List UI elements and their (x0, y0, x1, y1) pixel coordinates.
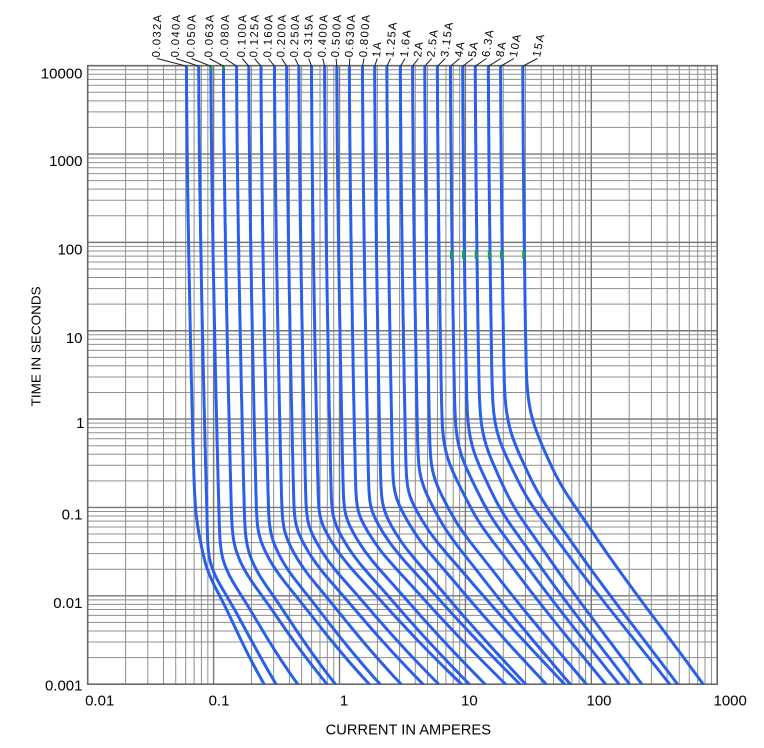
svg-text:0.001: 0.001 (45, 678, 83, 695)
svg-text:1000: 1000 (714, 693, 747, 710)
svg-text:10: 10 (66, 330, 83, 347)
svg-text:8A: 8A (495, 40, 510, 58)
svg-text:0.500A: 0.500A (330, 13, 344, 57)
svg-text:1: 1 (340, 693, 348, 710)
svg-text:1A: 1A (371, 40, 384, 57)
svg-text:0.080A: 0.080A (219, 13, 233, 57)
svg-text:0.315A: 0.315A (302, 13, 316, 57)
svg-text:TIME IN SECONDS: TIME IN SECONDS (29, 286, 44, 406)
svg-text:2.5A: 2.5A (425, 28, 440, 58)
svg-text:0.250A: 0.250A (289, 13, 303, 57)
svg-text:15A: 15A (531, 32, 547, 58)
svg-text:4A: 4A (453, 40, 467, 58)
svg-text:CURRENT IN AMPERES: CURRENT IN AMPERES (326, 723, 492, 739)
svg-text:1.6A: 1.6A (399, 28, 414, 58)
svg-text:0.032A: 0.032A (151, 13, 165, 57)
svg-text:5A: 5A (467, 40, 481, 58)
svg-text:1: 1 (76, 415, 84, 432)
svg-text:0.200A: 0.200A (275, 13, 289, 57)
svg-text:3.15A: 3.15A (439, 20, 456, 58)
svg-text:0.125A: 0.125A (248, 13, 262, 57)
svg-text:0.01: 0.01 (53, 595, 82, 612)
svg-text:0.400A: 0.400A (317, 13, 331, 57)
svg-text:0.040A: 0.040A (170, 13, 184, 57)
svg-text:0.1: 0.1 (209, 693, 230, 710)
svg-text:0.050A: 0.050A (185, 13, 199, 57)
svg-text:10000: 10000 (41, 66, 83, 83)
svg-text:0.1: 0.1 (62, 507, 83, 524)
svg-text:100: 100 (586, 693, 611, 710)
svg-text:10A: 10A (508, 32, 524, 58)
svg-text:0.063A: 0.063A (203, 13, 217, 57)
svg-text:0.01: 0.01 (85, 693, 114, 710)
svg-text:1.25A: 1.25A (384, 21, 399, 58)
svg-text:6.3A: 6.3A (480, 28, 496, 58)
svg-text:0.160A: 0.160A (262, 13, 276, 57)
svg-text:100: 100 (57, 242, 82, 259)
svg-text:0.100A: 0.100A (236, 13, 250, 57)
svg-text:2A: 2A (412, 40, 426, 58)
svg-text:10: 10 (461, 693, 478, 710)
svg-text:0.630A: 0.630A (344, 13, 359, 58)
svg-text:0.800A: 0.800A (358, 13, 373, 58)
svg-text:1000: 1000 (49, 153, 82, 170)
